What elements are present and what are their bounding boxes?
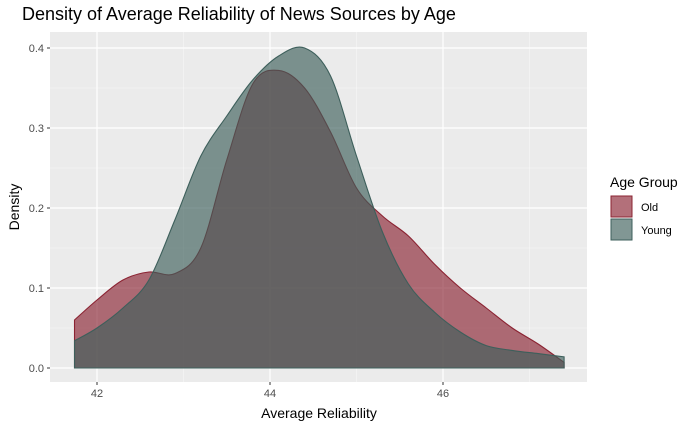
chart-title: Density of Average Reliability of News S… <box>22 4 456 24</box>
x-axis-title: Average Reliability <box>261 405 377 421</box>
x-tick-label: 42 <box>91 388 103 400</box>
y-axis-title: Density <box>6 184 22 231</box>
y-tick-label: 0.3 <box>29 123 44 135</box>
x-axis-ticks: 42 44 46 <box>91 382 449 400</box>
legend-items: Old Young <box>610 195 672 241</box>
x-tick-label: 44 <box>264 388 276 400</box>
density-areas <box>73 46 565 369</box>
legend-key-old <box>610 195 633 218</box>
y-axis-ticks: 0.0 0.1 0.2 0.3 0.4 <box>29 43 50 375</box>
x-tick-label: 46 <box>437 388 449 400</box>
legend-title: Age Group <box>610 174 678 190</box>
y-tick-label: 0.0 <box>29 363 44 375</box>
legend: Age Group Old Young <box>610 174 678 241</box>
density-area-young <box>73 46 565 369</box>
legend-key-young <box>610 218 633 241</box>
legend-label-old: Old <box>641 202 658 214</box>
y-tick-label: 0.1 <box>29 283 44 295</box>
legend-label-young: Young <box>641 225 672 237</box>
y-tick-label: 0.2 <box>29 203 44 215</box>
y-tick-label: 0.4 <box>29 43 44 55</box>
